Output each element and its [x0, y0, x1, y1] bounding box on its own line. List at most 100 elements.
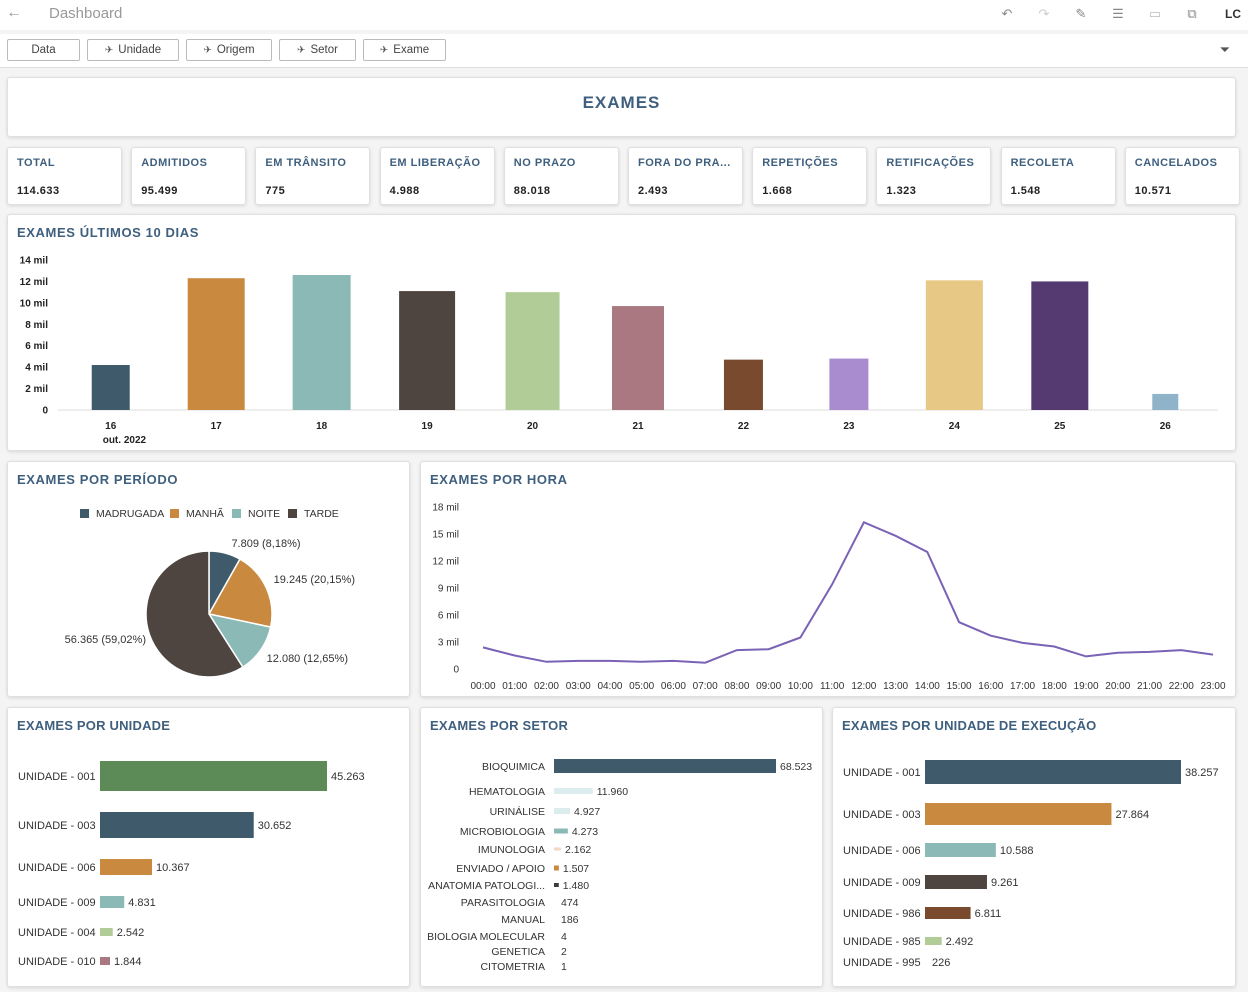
bar [505, 292, 560, 410]
kpi-value: 1.548 [1010, 185, 1041, 197]
periodo-title: EXAMES POR PERÍODO [17, 472, 179, 487]
kpi-card[interactable]: TOTAL 114.633 [7, 147, 122, 205]
kpi-card[interactable]: FORA DO PRA... 2.493 [628, 147, 743, 205]
value-label: 38.257 [1185, 767, 1219, 779]
filter-origem-button[interactable]: ✈ Origem [186, 39, 272, 61]
bar [100, 957, 110, 965]
x-tick-label: 23:00 [1200, 681, 1225, 692]
category-label: ENVIADO / APOIO [456, 863, 545, 875]
data-icon[interactable]: ☰ [1112, 6, 1124, 21]
x-tick-label: 09:00 [756, 681, 781, 692]
y-tick-label: 0 [42, 406, 48, 417]
pin-icon: ✈ [203, 44, 212, 56]
x-tick-label: 10:00 [788, 681, 813, 692]
value-label: 1 [561, 961, 567, 973]
value-label: 474 [561, 897, 579, 909]
category-label: UNIDADE - 006 [843, 845, 921, 857]
pie-slice-label: 12.080 (12,65%) [267, 653, 348, 665]
filter-setor-button[interactable]: ✈ Setor [279, 39, 356, 61]
y-tick-label: 12 mil [20, 277, 49, 288]
value-label: 1.507 [563, 863, 589, 875]
last10-chart: 14 mil 12 mil 10 mil 8 mil 6 mil 4 mil 2 mil 0 1… [20, 256, 1218, 446]
last10-panel: EXAMES ÚLTIMOS 10 DIAS 14 mil 12 mil 10 mi… [7, 214, 1236, 451]
bar [925, 760, 1181, 784]
kpi-card[interactable]: EM LIBERAÇÃO 4.988 [379, 147, 495, 205]
x-tick-label: 20:00 [1105, 681, 1130, 692]
x-tick-label: 13:00 [883, 681, 908, 692]
x-tick-label: 19:00 [1074, 681, 1099, 692]
back-arrow-icon[interactable]: ← [6, 4, 22, 21]
pie-slice-label: 7.809 (8,18%) [231, 538, 300, 550]
kpi-card[interactable]: EM TRÂNSITO 775 [255, 147, 371, 205]
redo-icon[interactable]: ↷ [1038, 6, 1050, 21]
bar [925, 907, 971, 919]
category-label: BIOLOGIA MOLECULAR [427, 931, 545, 943]
x-tick-label: 05:00 [629, 681, 654, 692]
kpi-card[interactable]: NO PRAZO 88.018 [503, 147, 619, 205]
bar [925, 937, 942, 945]
pin-icon: ✈ [297, 44, 306, 56]
category-label: UNIDADE - 986 [843, 908, 921, 920]
kpi-card[interactable]: CANCELADOS 10.571 [1124, 147, 1240, 205]
value-label: 226 [932, 957, 950, 969]
setor-title: EXAMES POR SETOR [430, 718, 569, 733]
x-tick-label: 21:00 [1137, 681, 1162, 692]
bar [554, 883, 559, 887]
comment-icon[interactable]: ▭ [1148, 6, 1162, 21]
y-tick-label: 0 [453, 665, 459, 676]
bar [554, 759, 776, 773]
bar [100, 896, 125, 908]
kpi-card[interactable]: ADMITIDOS 95.499 [131, 147, 247, 205]
kpi-value: 1.323 [886, 185, 917, 197]
title-panel: EXAMES [7, 77, 1236, 137]
hora-title: EXAMES POR HORA [430, 472, 568, 487]
x-tick-label: 21 [632, 421, 644, 432]
kpi-card[interactable]: RECOLETA 1.548 [1000, 147, 1116, 205]
kpi-label: REPETIÇÕES [762, 157, 839, 169]
bar [554, 788, 593, 794]
x-tick-label: 12:00 [851, 681, 876, 692]
legend-label: MADRUGADA [96, 508, 164, 520]
bar [925, 280, 983, 410]
x-tick-label: 26 [1160, 421, 1172, 432]
bar [612, 306, 664, 410]
category-label: UNIDADE - 010 [18, 956, 96, 968]
category-label: UNIDADE - 001 [843, 767, 921, 779]
bar [1031, 281, 1089, 410]
bar [1152, 393, 1179, 410]
kpi-card[interactable]: REPETIÇÕES 1.668 [752, 147, 868, 205]
filter-data-button[interactable]: Data [7, 39, 80, 61]
dashboard-heading: EXAMES [582, 93, 661, 112]
edit-icon[interactable]: ✎ [1075, 6, 1087, 21]
category-label: UNIDADE - 001 [18, 771, 96, 783]
bar [925, 843, 996, 857]
value-label: 1.480 [563, 880, 589, 892]
filter-unidade-button[interactable]: ✈ Unidade [87, 39, 179, 61]
pie-slice [207, 558, 273, 628]
category-label: GENETICA [491, 946, 545, 958]
kpi-label: FORA DO PRA... [638, 157, 731, 169]
value-label: 2.492 [946, 936, 974, 948]
filter-funnel-icon[interactable]: ⏷ [1219, 42, 1230, 57]
undo-icon[interactable]: ↶ [1001, 6, 1013, 21]
value-label: 2 [561, 946, 567, 958]
user-avatar[interactable]: LC [1225, 7, 1241, 21]
legend-label: TARDE [304, 508, 339, 520]
value-label: 30.652 [258, 820, 292, 832]
bar [100, 761, 327, 791]
kpi-label: NO PRAZO [513, 157, 576, 169]
x-tick-label: 25 [1054, 421, 1066, 432]
filter-exame-button[interactable]: ✈ Exame [363, 39, 446, 61]
value-label: 27.864 [1115, 809, 1149, 821]
value-label: 4.927 [574, 806, 600, 818]
category-label: UNIDADE - 009 [843, 877, 921, 889]
value-label: 11.960 [597, 786, 628, 798]
kpi-card[interactable]: RETIFICAÇÕES 1.323 [876, 147, 992, 205]
value-label: 10.367 [156, 862, 190, 874]
category-label: MICROBIOLOGIA [460, 826, 545, 838]
category-label: IMUNOLOGIA [478, 844, 545, 856]
setor-panel: EXAMES POR SETOR BIOQUIMICA 68.523 HEMATOL… [420, 707, 823, 987]
kpi-label: RECOLETA [1010, 157, 1075, 169]
export-icon[interactable]: ⧉ [1187, 6, 1197, 21]
y-tick-label: 8 mil [25, 320, 48, 331]
